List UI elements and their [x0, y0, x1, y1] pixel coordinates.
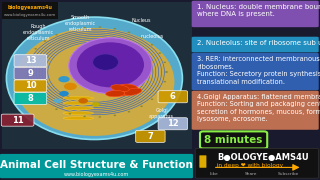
Ellipse shape [69, 30, 71, 31]
Ellipse shape [69, 113, 71, 114]
Ellipse shape [106, 90, 125, 97]
FancyBboxPatch shape [158, 91, 188, 103]
Ellipse shape [140, 37, 143, 38]
Ellipse shape [55, 109, 58, 110]
Ellipse shape [44, 102, 46, 104]
Ellipse shape [165, 71, 168, 73]
Ellipse shape [44, 40, 46, 42]
Text: B●OLOGYE●AMS4U: B●OLOGYE●AMS4U [218, 153, 309, 162]
Ellipse shape [6, 17, 182, 140]
Text: in deep ❤ with biology: in deep ❤ with biology [213, 163, 283, 168]
FancyBboxPatch shape [195, 148, 318, 178]
Text: Animal Cell Structure & Function: Animal Cell Structure & Function [0, 160, 193, 170]
Ellipse shape [159, 52, 161, 54]
Text: 8: 8 [28, 94, 33, 103]
Ellipse shape [63, 102, 94, 105]
Ellipse shape [164, 81, 166, 82]
Ellipse shape [99, 26, 101, 28]
Text: 10: 10 [25, 81, 36, 90]
Ellipse shape [64, 83, 77, 90]
Text: nucleolus: nucleolus [140, 33, 164, 39]
Ellipse shape [63, 107, 94, 110]
Ellipse shape [34, 94, 37, 96]
Text: 3. RER: interconnected membranous sacs with
ribosomes.
Function: Secretory prote: 3. RER: interconnected membranous sacs w… [197, 56, 320, 85]
Text: www.biologyexams4u.com: www.biologyexams4u.com [64, 172, 129, 177]
Ellipse shape [114, 89, 132, 96]
Ellipse shape [159, 90, 161, 92]
Text: 9: 9 [28, 69, 33, 78]
Text: 4.Golgi Apparatus: flattened membranous sacs
Function: Sorting and packaging cen: 4.Golgi Apparatus: flattened membranous … [197, 94, 320, 122]
Ellipse shape [77, 42, 144, 87]
Ellipse shape [93, 54, 118, 70]
FancyBboxPatch shape [192, 1, 319, 27]
Ellipse shape [69, 38, 152, 94]
Text: 8 minutes: 8 minutes [204, 135, 263, 145]
Ellipse shape [83, 116, 86, 117]
Ellipse shape [140, 106, 143, 107]
FancyBboxPatch shape [199, 155, 206, 168]
Ellipse shape [114, 115, 116, 116]
FancyBboxPatch shape [192, 37, 319, 52]
Text: Rough
endoplasmic
reticulum: Rough endoplasmic reticulum [23, 24, 54, 41]
Ellipse shape [165, 71, 168, 73]
FancyBboxPatch shape [14, 55, 47, 67]
Ellipse shape [83, 27, 86, 28]
FancyBboxPatch shape [192, 91, 319, 130]
Ellipse shape [128, 111, 130, 112]
Text: Smooth
endoplasmic
reticulum: Smooth endoplasmic reticulum [64, 15, 96, 32]
Ellipse shape [111, 85, 129, 92]
FancyBboxPatch shape [2, 2, 192, 148]
Text: 13: 13 [25, 56, 36, 65]
Ellipse shape [59, 91, 69, 96]
Ellipse shape [63, 112, 94, 115]
Ellipse shape [53, 99, 61, 103]
FancyBboxPatch shape [200, 131, 267, 148]
Ellipse shape [151, 44, 153, 46]
FancyBboxPatch shape [14, 80, 47, 92]
Text: www.biologyexams4u.com: www.biologyexams4u.com [4, 13, 56, 17]
Text: Nucleus: Nucleus [131, 18, 150, 23]
Text: biologyexams4u: biologyexams4u [7, 5, 52, 10]
FancyBboxPatch shape [136, 130, 165, 142]
FancyBboxPatch shape [0, 154, 193, 178]
Text: Golgi
apparatus: Golgi apparatus [149, 108, 174, 119]
Text: 6: 6 [170, 92, 176, 101]
Text: 1. Nucleus: double membrane bound organelle
where DNA is present.: 1. Nucleus: double membrane bound organe… [197, 4, 320, 17]
Text: Share: Share [245, 172, 258, 176]
Ellipse shape [92, 102, 100, 107]
FancyBboxPatch shape [14, 67, 47, 79]
Ellipse shape [63, 117, 94, 120]
Ellipse shape [78, 98, 88, 104]
Ellipse shape [63, 96, 94, 100]
Ellipse shape [164, 62, 166, 63]
FancyBboxPatch shape [158, 118, 188, 130]
FancyBboxPatch shape [1, 114, 34, 126]
Ellipse shape [114, 28, 116, 29]
Ellipse shape [128, 31, 130, 33]
Ellipse shape [55, 34, 58, 35]
Text: 12: 12 [167, 119, 179, 128]
Text: 11: 11 [12, 116, 23, 125]
Ellipse shape [58, 76, 70, 82]
Text: 2. Nucleolus: site of ribosome sub unit synthesis: 2. Nucleolus: site of ribosome sub unit … [197, 40, 320, 46]
Text: Subscribe: Subscribe [277, 172, 299, 176]
FancyBboxPatch shape [2, 2, 58, 19]
Ellipse shape [99, 116, 101, 118]
Ellipse shape [118, 84, 138, 91]
FancyBboxPatch shape [14, 93, 47, 105]
FancyBboxPatch shape [192, 53, 319, 90]
Ellipse shape [14, 28, 174, 136]
Ellipse shape [124, 88, 142, 95]
Text: 7: 7 [148, 132, 153, 141]
Ellipse shape [151, 98, 153, 100]
Text: Like: Like [210, 172, 219, 176]
Ellipse shape [34, 48, 37, 50]
